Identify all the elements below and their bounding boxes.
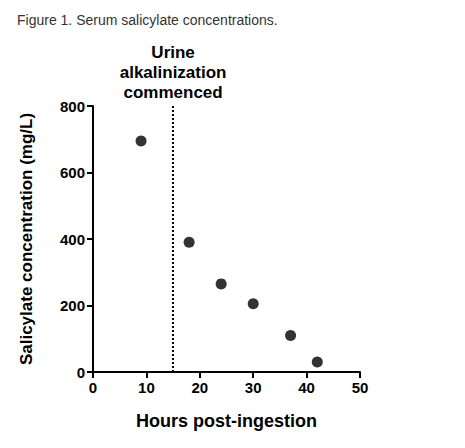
svg-text:Salicylate concentration (mg/L: Salicylate concentration (mg/L)	[17, 113, 36, 365]
svg-text:800: 800	[60, 98, 85, 115]
svg-text:50: 50	[352, 379, 369, 396]
svg-text:alkalinization: alkalinization	[120, 63, 227, 82]
svg-text:40: 40	[298, 379, 315, 396]
svg-text:600: 600	[60, 164, 85, 181]
svg-text:commenced: commenced	[123, 83, 222, 102]
svg-text:200: 200	[60, 297, 85, 314]
svg-text:400: 400	[60, 231, 85, 248]
svg-text:Urine: Urine	[151, 43, 194, 62]
svg-text:Hours post-ingestion: Hours post-ingestion	[136, 411, 317, 431]
svg-text:30: 30	[245, 379, 262, 396]
svg-text:Figure 1. Serum salicylate con: Figure 1. Serum salicylate concentration…	[17, 12, 278, 28]
svg-text:10: 10	[138, 379, 155, 396]
svg-text:0: 0	[89, 379, 97, 396]
svg-text:0: 0	[77, 364, 85, 381]
svg-text:20: 20	[191, 379, 208, 396]
